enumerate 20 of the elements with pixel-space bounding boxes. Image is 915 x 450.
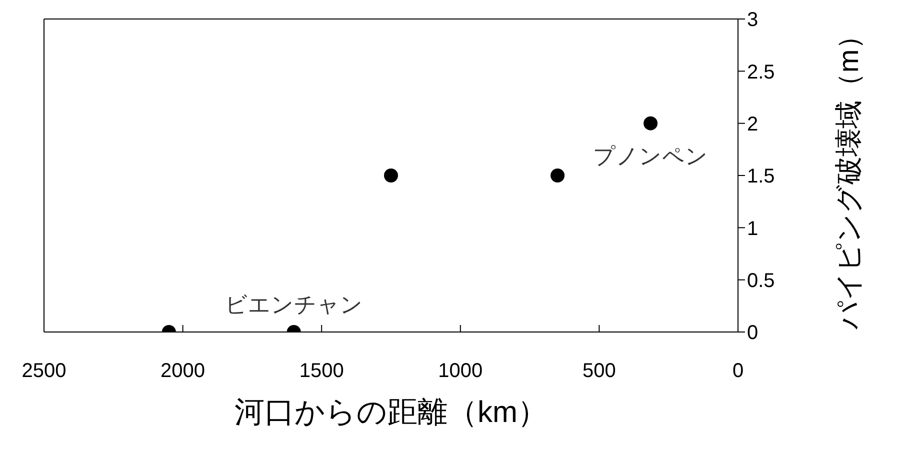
point (384, 168, 398, 182)
x-tick-label: 2000 (160, 360, 206, 382)
point (644, 116, 658, 130)
y-axis-title: パイピング破壊域（m） (832, 21, 864, 331)
x-axis-title: 河口からの距離（km） (234, 396, 548, 429)
y-tick-label: 3 (747, 9, 758, 32)
x-tick-label: 0 (732, 360, 744, 382)
y-tick-label: 0.5 (747, 270, 775, 292)
annotation: プノンペン (593, 143, 708, 168)
point (550, 168, 565, 182)
x-tick-label: 1500 (299, 360, 344, 382)
y-tick-label: 0 (747, 322, 758, 344)
y-tick-label: 1.5 (747, 166, 775, 188)
x-tick-label: 500 (582, 360, 616, 382)
x-tick-label: 1000 (438, 360, 483, 382)
y-tick-label: 2 (747, 113, 758, 136)
x-tick-label: 2500 (22, 360, 66, 382)
annotation: ビエンチャン (224, 292, 363, 317)
y-tick-label: 2.5 (747, 61, 775, 84)
y-tick-label: 1 (747, 218, 758, 240)
